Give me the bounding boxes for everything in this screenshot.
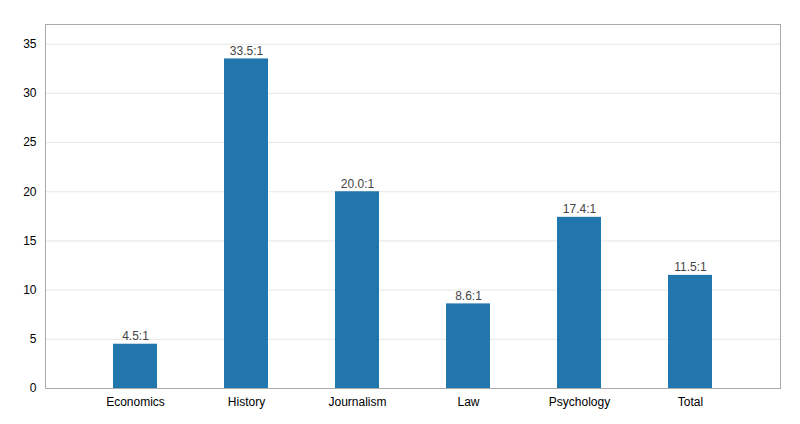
svg-text:History: History <box>228 395 265 409</box>
svg-text:Journalism: Journalism <box>328 395 386 409</box>
svg-text:35: 35 <box>23 37 37 51</box>
svg-text:20: 20 <box>23 185 37 199</box>
svg-text:0: 0 <box>30 381 37 395</box>
svg-text:15: 15 <box>23 234 37 248</box>
svg-text:20.0:1: 20.0:1 <box>341 177 375 191</box>
svg-text:8.6:1: 8.6:1 <box>455 289 482 303</box>
svg-text:4.5:1: 4.5:1 <box>122 329 149 343</box>
svg-text:10: 10 <box>23 283 37 297</box>
svg-text:17.4:1: 17.4:1 <box>563 202 597 216</box>
svg-text:Economics: Economics <box>106 395 165 409</box>
svg-text:30: 30 <box>23 86 37 100</box>
svg-text:25: 25 <box>23 135 37 149</box>
svg-text:33.5:1: 33.5:1 <box>230 44 264 58</box>
svg-text:5: 5 <box>30 332 37 346</box>
svg-text:Psychology: Psychology <box>549 395 610 409</box>
svg-text:Law: Law <box>457 395 479 409</box>
svg-text:11.5:1: 11.5:1 <box>674 260 707 274</box>
svg-text:Total: Total <box>678 395 703 409</box>
